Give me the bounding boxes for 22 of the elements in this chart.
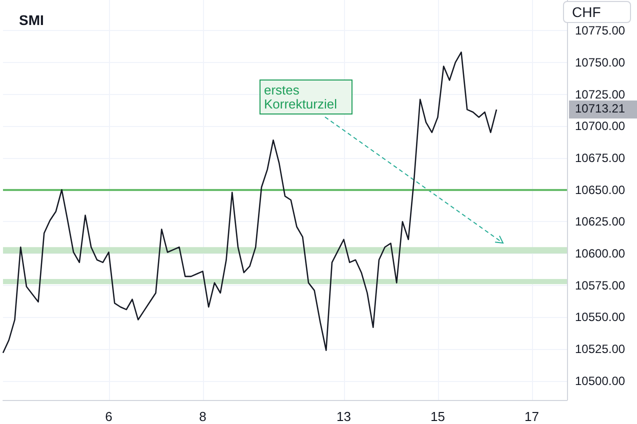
line-series <box>2 52 498 354</box>
text: SMI <box>19 12 44 28</box>
x-tick-label: 17 <box>524 409 539 424</box>
y-tick-label: 10725.00 <box>575 87 626 102</box>
text: 10713.21 <box>575 102 626 116</box>
y-tick-label: 10775.00 <box>575 24 626 38</box>
y-tick-label: 10625.00 <box>575 214 626 229</box>
y-axis-title: CHF <box>563 1 631 23</box>
y-tick-label: 10525.00 <box>575 342 626 356</box>
y-tick-label: 10750.00 <box>575 55 626 70</box>
y-tick-label: 10700.00 <box>575 119 626 134</box>
y-tick-label: 10650.00 <box>575 182 626 197</box>
y-tick-label: 10550.00 <box>575 310 626 324</box>
x-tick-label: 15 <box>430 409 445 424</box>
x-tick-label: 6 <box>105 409 112 424</box>
y-tick-label: 10600.00 <box>575 246 626 261</box>
y-tick-label: 10675.00 <box>575 150 626 165</box>
y-tick-label: 10575.00 <box>575 278 626 292</box>
annotation: erstes Korrekturziel <box>264 82 338 112</box>
x-tick-label: 8 <box>199 409 206 424</box>
x-tick-label: 13 <box>336 409 351 424</box>
y-tick-label: 10500.00 <box>575 374 626 388</box>
